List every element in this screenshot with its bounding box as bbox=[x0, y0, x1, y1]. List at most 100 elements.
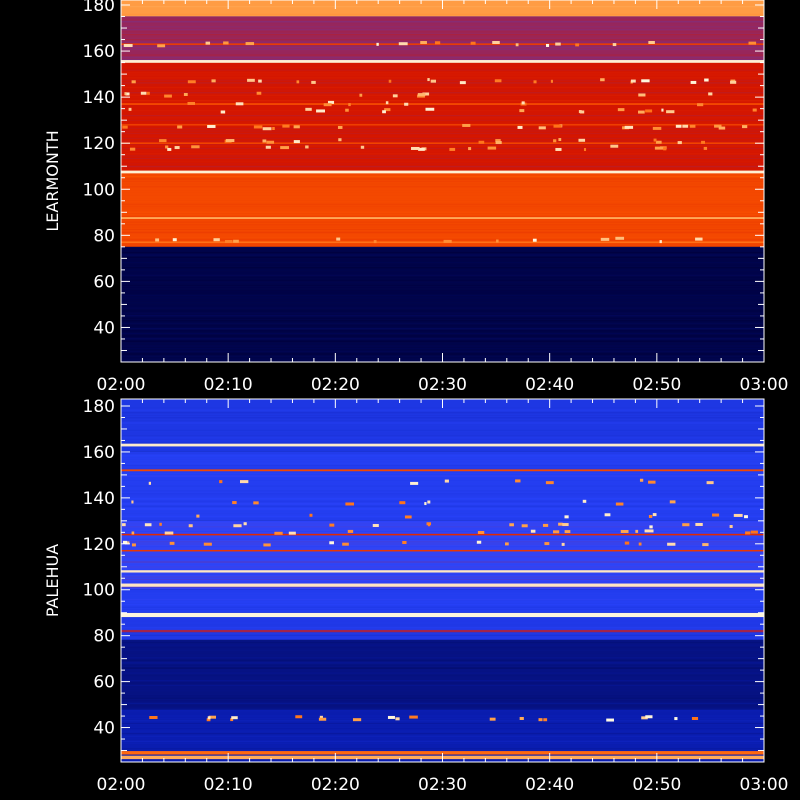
texture-row bbox=[121, 447, 764, 449]
burst-mark bbox=[675, 124, 682, 128]
texture-row bbox=[121, 740, 764, 743]
texture-row bbox=[121, 528, 764, 530]
texture-row bbox=[121, 548, 764, 550]
burst-mark bbox=[131, 531, 135, 535]
texture-row bbox=[121, 39, 764, 41]
burst-mark bbox=[517, 125, 523, 129]
burst-mark bbox=[318, 717, 327, 721]
texture-row bbox=[121, 140, 764, 143]
texture-row bbox=[121, 523, 764, 525]
burst-mark bbox=[702, 543, 709, 547]
texture-row bbox=[121, 551, 764, 553]
burst-mark bbox=[311, 80, 316, 84]
burst-mark bbox=[434, 41, 441, 45]
burst-mark bbox=[638, 93, 646, 97]
burst-mark bbox=[579, 110, 585, 114]
texture-row bbox=[121, 213, 764, 216]
x-tick-label: 02:20 bbox=[311, 775, 360, 795]
texture-row bbox=[121, 97, 764, 99]
texture-row bbox=[121, 350, 764, 353]
texture-row bbox=[121, 72, 764, 74]
texture-row bbox=[121, 175, 764, 178]
texture-row bbox=[121, 452, 764, 454]
burst-mark bbox=[542, 523, 549, 527]
texture-row bbox=[121, 414, 764, 417]
x-tick-label: 02:50 bbox=[632, 375, 681, 395]
burst-mark bbox=[177, 125, 183, 129]
texture-row bbox=[121, 439, 764, 441]
texture-row bbox=[121, 434, 764, 437]
burst-mark bbox=[262, 127, 272, 131]
texture-row bbox=[121, 581, 764, 583]
burst-mark bbox=[578, 138, 586, 142]
texture-row bbox=[121, 198, 764, 200]
burst-mark bbox=[382, 110, 386, 114]
texture-row bbox=[121, 127, 764, 129]
texture-row bbox=[121, 467, 764, 469]
burst-mark bbox=[624, 541, 630, 545]
texture-row bbox=[121, 26, 764, 28]
texture-row bbox=[121, 589, 764, 591]
burst-mark bbox=[666, 110, 675, 114]
texture-row bbox=[121, 535, 764, 538]
emission-line bbox=[121, 570, 764, 573]
emission-line bbox=[121, 142, 764, 144]
burst-mark bbox=[550, 79, 553, 83]
texture-row bbox=[121, 130, 764, 132]
burst-mark bbox=[208, 715, 217, 719]
burst-mark bbox=[558, 522, 563, 526]
texture-row bbox=[121, 251, 764, 254]
burst-mark bbox=[167, 147, 172, 151]
burst-mark bbox=[187, 101, 196, 105]
burst-mark bbox=[404, 102, 409, 106]
burst-mark bbox=[232, 501, 237, 505]
texture-row bbox=[121, 419, 764, 422]
burst-mark bbox=[615, 502, 624, 506]
texture-row bbox=[121, 274, 764, 276]
burst-mark bbox=[682, 523, 690, 527]
burst-mark bbox=[744, 515, 748, 519]
burst-mark bbox=[654, 146, 664, 150]
burst-mark bbox=[128, 107, 132, 111]
burst-mark bbox=[750, 530, 758, 534]
texture-row bbox=[121, 327, 764, 330]
texture-row bbox=[121, 717, 764, 720]
burst-mark bbox=[583, 148, 587, 152]
texture-row bbox=[121, 505, 764, 507]
texture-row bbox=[121, 264, 764, 266]
x-tick-label: 02:50 bbox=[632, 775, 681, 795]
burst-mark bbox=[641, 716, 648, 720]
burst-mark bbox=[188, 524, 193, 528]
texture-row bbox=[121, 639, 764, 642]
texture-row bbox=[121, 722, 764, 724]
burst-mark bbox=[196, 514, 200, 518]
y-tick-label: 120 bbox=[83, 134, 115, 154]
texture-row bbox=[121, 680, 764, 682]
texture-row bbox=[121, 745, 764, 747]
burst-mark bbox=[122, 540, 128, 544]
burst-mark bbox=[644, 529, 654, 533]
texture-row bbox=[121, 267, 764, 269]
texture-row bbox=[121, 730, 764, 732]
texture-row bbox=[121, 669, 764, 671]
texture-row bbox=[121, 604, 764, 606]
burst-mark bbox=[262, 139, 267, 143]
burst-mark bbox=[515, 479, 521, 483]
burst-mark bbox=[225, 240, 233, 244]
texture-row bbox=[121, 330, 764, 332]
burst-mark bbox=[606, 718, 614, 722]
burst-mark bbox=[443, 239, 452, 243]
texture-row bbox=[121, 82, 764, 84]
texture-row bbox=[121, 596, 764, 598]
texture-row bbox=[121, 702, 764, 704]
texture-row bbox=[121, 692, 764, 694]
burst-mark bbox=[319, 715, 323, 719]
texture-row bbox=[121, 300, 764, 301]
burst-mark bbox=[247, 78, 255, 82]
texture-row bbox=[121, 720, 764, 722]
burst-mark bbox=[538, 126, 546, 130]
burst-mark bbox=[293, 140, 300, 144]
texture-row bbox=[121, 256, 764, 259]
texture-row bbox=[121, 117, 764, 119]
y-tick-label: 180 bbox=[83, 397, 115, 417]
